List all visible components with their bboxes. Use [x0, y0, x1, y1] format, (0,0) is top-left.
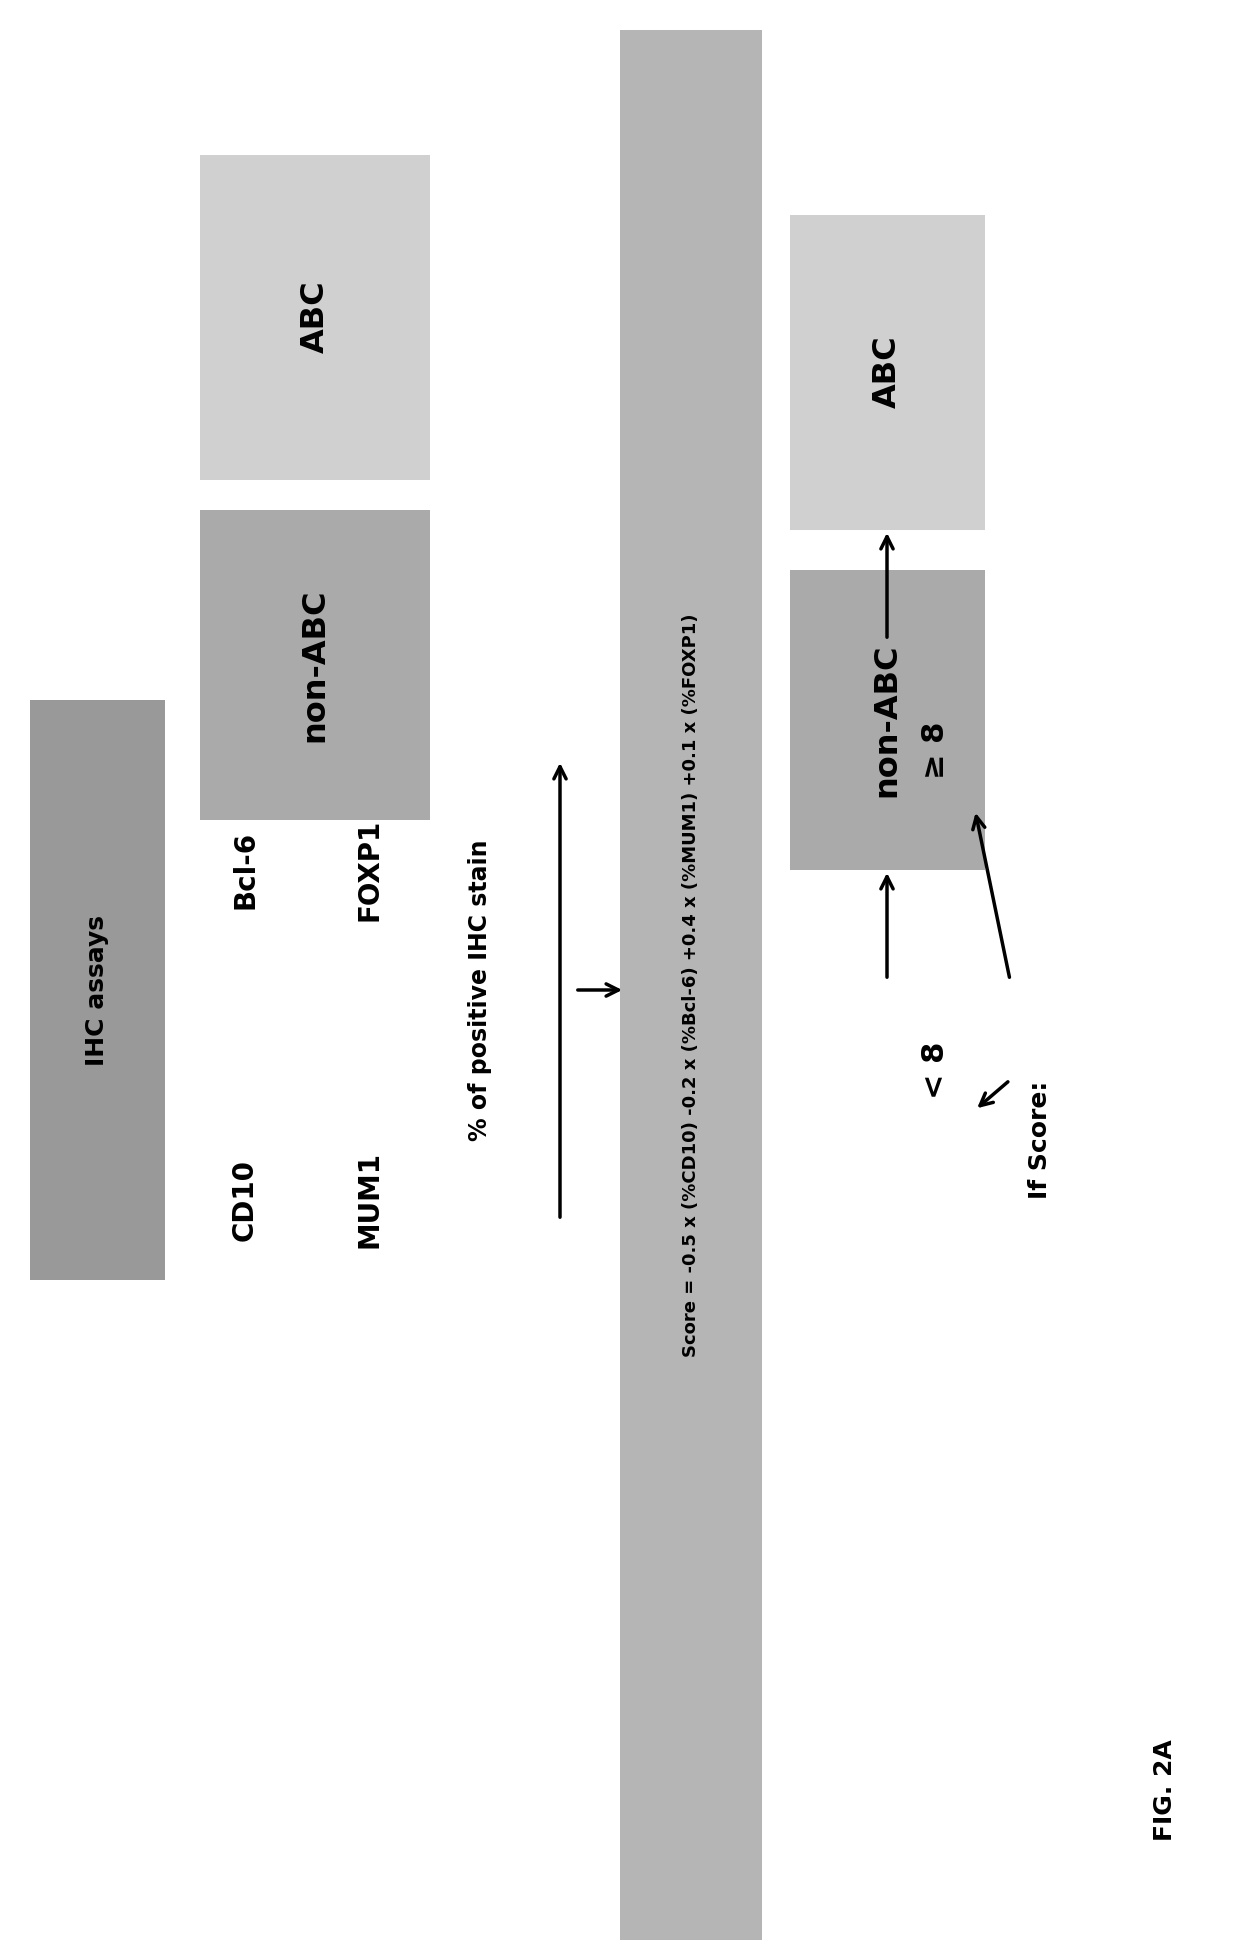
Text: non-ABC: non-ABC — [300, 589, 331, 741]
Bar — [790, 570, 985, 870]
Text: FOXP1: FOXP1 — [356, 819, 384, 921]
Text: ABC: ABC — [300, 281, 331, 353]
Text: non-ABC: non-ABC — [872, 644, 903, 796]
Text: FIG. 2A: FIG. 2A — [1153, 1738, 1177, 1842]
Text: < 8: < 8 — [920, 1042, 950, 1098]
Bar — [30, 700, 165, 1280]
Text: MUM1: MUM1 — [356, 1151, 384, 1249]
Text: CD10: CD10 — [231, 1159, 259, 1241]
Text: ABC: ABC — [872, 336, 903, 408]
Text: Bcl-6: Bcl-6 — [231, 831, 259, 909]
Text: ≥ 8: ≥ 8 — [920, 722, 950, 778]
Bar — [200, 154, 430, 480]
Text: If Score:: If Score: — [1028, 1081, 1052, 1200]
Text: Score = -0.5 x (%CD10) -0.2 x (%Bcl-6) +0.4 x (%MUM1) +0.1 x (%FOXP1): Score = -0.5 x (%CD10) -0.2 x (%Bcl-6) +… — [682, 613, 701, 1356]
Bar — [200, 509, 430, 819]
Bar — [790, 215, 985, 531]
Bar — [620, 29, 763, 1939]
Text: IHC assays: IHC assays — [86, 915, 109, 1065]
Text: % of positive IHC stain: % of positive IHC stain — [467, 839, 492, 1141]
